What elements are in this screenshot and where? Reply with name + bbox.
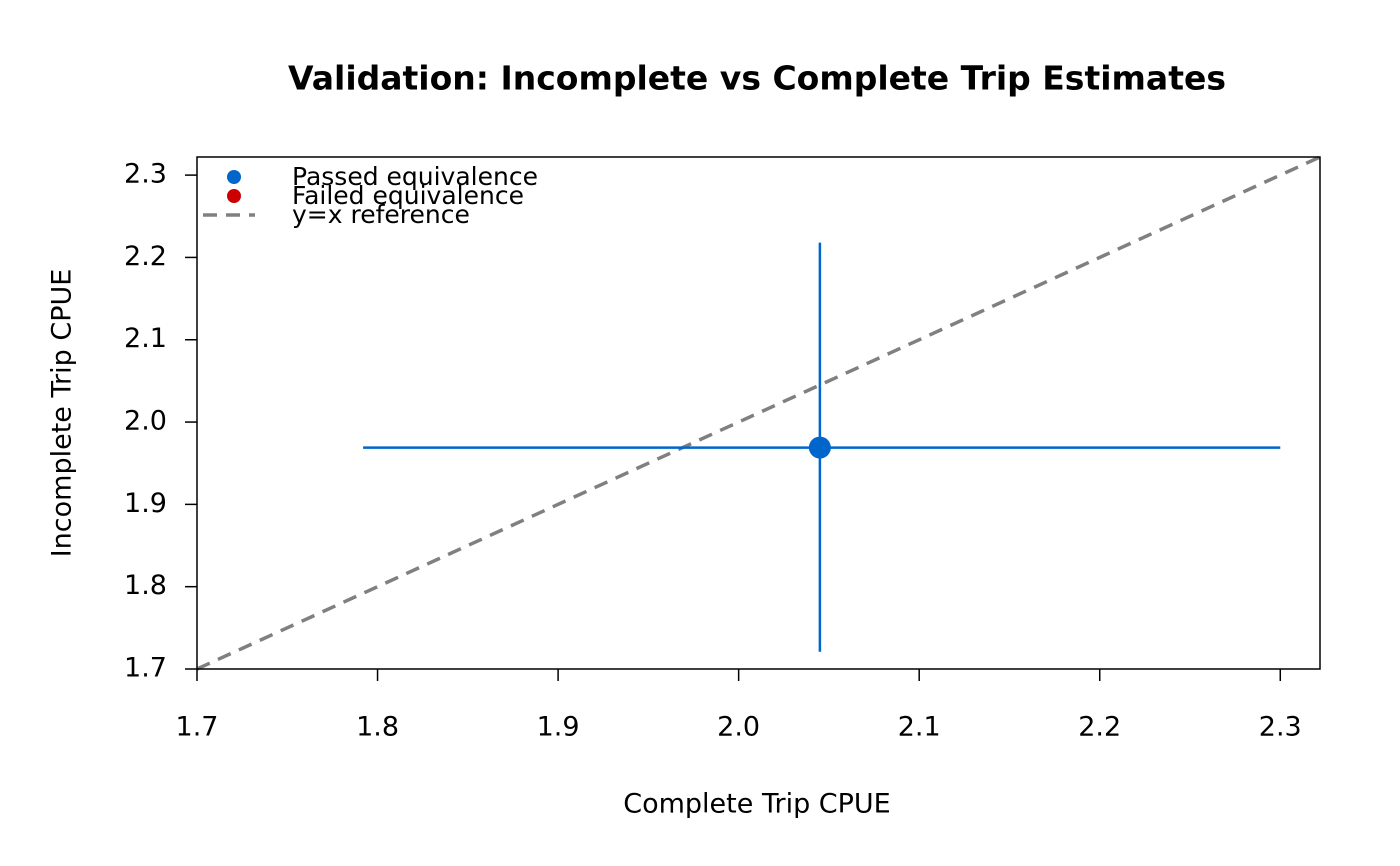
chart-title: Validation: Incomplete vs Complete Trip …	[288, 59, 1226, 98]
x-tick-label: 1.8	[356, 712, 399, 743]
legend-label: y=x reference	[292, 200, 470, 229]
y-tick-label: 2.2	[124, 241, 167, 272]
legend-label: Passed equivalence	[292, 162, 538, 191]
y-tick-label: 2.0	[124, 406, 167, 437]
y-tick-label: 2.3	[124, 159, 167, 190]
y-tick-label: 1.7	[124, 653, 167, 684]
x-tick-label: 2.1	[898, 712, 941, 743]
y-tick-label: 1.8	[124, 570, 167, 601]
y-tick-label: 1.9	[124, 488, 167, 519]
plot-frame	[196, 156, 1321, 670]
x-tick-label: 1.9	[537, 712, 580, 743]
y-tick-label: 2.1	[124, 323, 167, 354]
x-tick-label: 1.7	[176, 712, 219, 743]
x-tick-label: 2.0	[717, 712, 760, 743]
legend-marker	[227, 170, 241, 184]
y-axis-title: Incomplete Trip CPUE	[47, 269, 78, 558]
x-tick-label: 2.3	[1259, 712, 1302, 743]
x-tick-label: 2.2	[1078, 712, 1121, 743]
legend-marker	[227, 189, 241, 203]
point	[808, 436, 831, 459]
legend-label: Failed equivalence	[292, 181, 524, 210]
x-axis-title: Complete Trip CPUE	[623, 789, 891, 820]
reference-line	[196, 155, 1321, 671]
